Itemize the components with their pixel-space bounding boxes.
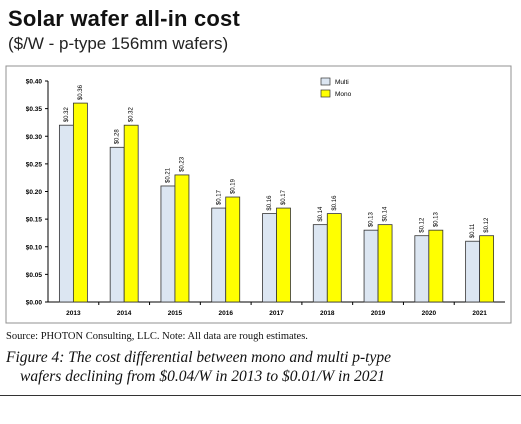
data-label: $0.11 xyxy=(470,223,476,238)
legend-label-mono: Mono xyxy=(335,91,352,98)
bar-multi xyxy=(312,224,328,303)
y-tick-label: $0.20 xyxy=(26,189,43,196)
chart-subtitle: ($/W - p-type 156mm wafers) xyxy=(8,34,229,53)
plot-border xyxy=(5,65,512,324)
bar-mono xyxy=(123,124,139,303)
bar-multi xyxy=(109,146,125,303)
legend: Multi Mono xyxy=(320,77,352,98)
figure-caption: Figure 4: The cost differential between … xyxy=(6,348,516,386)
source-note: Source: PHOTON Consulting, LLC. Note: Al… xyxy=(6,331,308,342)
bars: $0.32 $0.36 $0.28 $0.32 $0.21 $0.23 $0.17 $0.19… xyxy=(58,84,495,303)
bar-mono xyxy=(326,213,342,303)
bar-multi xyxy=(363,229,379,303)
axes: $0.00 $0.05 $0.10 $0.15 $0.20 $0.25 $0.30 $0.35… xyxy=(26,79,505,317)
divider xyxy=(0,395,521,396)
bar-multi xyxy=(465,240,481,303)
data-label: $0.13 xyxy=(433,211,439,227)
y-tick-label: $0.15 xyxy=(26,217,43,224)
data-label: $0.12 xyxy=(484,217,490,233)
bar-chart: $0.00 $0.05 $0.10 $0.15 $0.20 $0.25 $0.30 $0.35… xyxy=(5,65,512,324)
data-label: $0.21 xyxy=(166,167,172,183)
y-tick-label: $0.00 xyxy=(26,300,43,307)
x-tick-label: 2016 xyxy=(218,310,233,317)
x-tick-label: 2021 xyxy=(472,310,487,317)
legend-swatch-mono xyxy=(320,89,331,98)
bar-multi xyxy=(160,185,176,303)
bar-multi xyxy=(262,213,277,303)
bar-mono xyxy=(428,229,444,303)
data-label: $0.16 xyxy=(332,195,338,211)
y-tick-label: $0.40 xyxy=(26,79,43,86)
data-label: $0.23 xyxy=(180,156,186,172)
y-tick-label: $0.10 xyxy=(26,244,43,251)
bar-mono xyxy=(72,102,88,303)
caption-line-2: wafers declining from $0.04/W in 2013 to… xyxy=(20,368,385,385)
data-label: $0.13 xyxy=(369,211,375,227)
data-label: $0.17 xyxy=(216,189,222,205)
bar-mono xyxy=(377,224,393,303)
legend-label-multi: Multi xyxy=(335,79,349,86)
x-tick-label: 2018 xyxy=(320,310,335,317)
data-label: $0.12 xyxy=(419,217,425,233)
bar-mono xyxy=(479,235,495,303)
x-tick-label: 2014 xyxy=(117,310,132,317)
x-tick-label: 2017 xyxy=(269,310,284,317)
data-label: $0.32 xyxy=(64,107,70,123)
y-tick-label: $0.30 xyxy=(26,134,43,141)
bar-mono xyxy=(225,196,241,303)
legend-swatch-multi xyxy=(320,77,331,86)
data-label: $0.32 xyxy=(129,107,135,123)
bar-multi xyxy=(414,235,430,303)
data-label: $0.28 xyxy=(115,129,121,145)
data-label: $0.14 xyxy=(318,206,324,222)
x-tick-label: 2019 xyxy=(371,310,386,317)
caption-line-1: Figure 4: The cost differential between … xyxy=(6,349,391,366)
y-tick-label: $0.05 xyxy=(26,272,43,279)
x-tick-label: 2013 xyxy=(66,310,81,317)
data-label: $0.16 xyxy=(267,195,273,211)
data-label: $0.36 xyxy=(78,84,84,100)
data-label: $0.17 xyxy=(281,189,287,205)
bar-mono xyxy=(276,207,291,303)
bar-multi xyxy=(58,124,74,303)
data-label: $0.19 xyxy=(230,178,236,194)
x-tick-label: 2015 xyxy=(168,310,183,317)
bar-multi xyxy=(211,207,227,303)
chart-title: Solar wafer all-in cost xyxy=(8,6,241,31)
y-tick-label: $0.35 xyxy=(26,106,43,113)
bar-mono xyxy=(174,174,190,303)
data-label: $0.14 xyxy=(383,206,389,222)
y-tick-label: $0.25 xyxy=(26,161,43,168)
x-tick-label: 2020 xyxy=(422,310,437,317)
